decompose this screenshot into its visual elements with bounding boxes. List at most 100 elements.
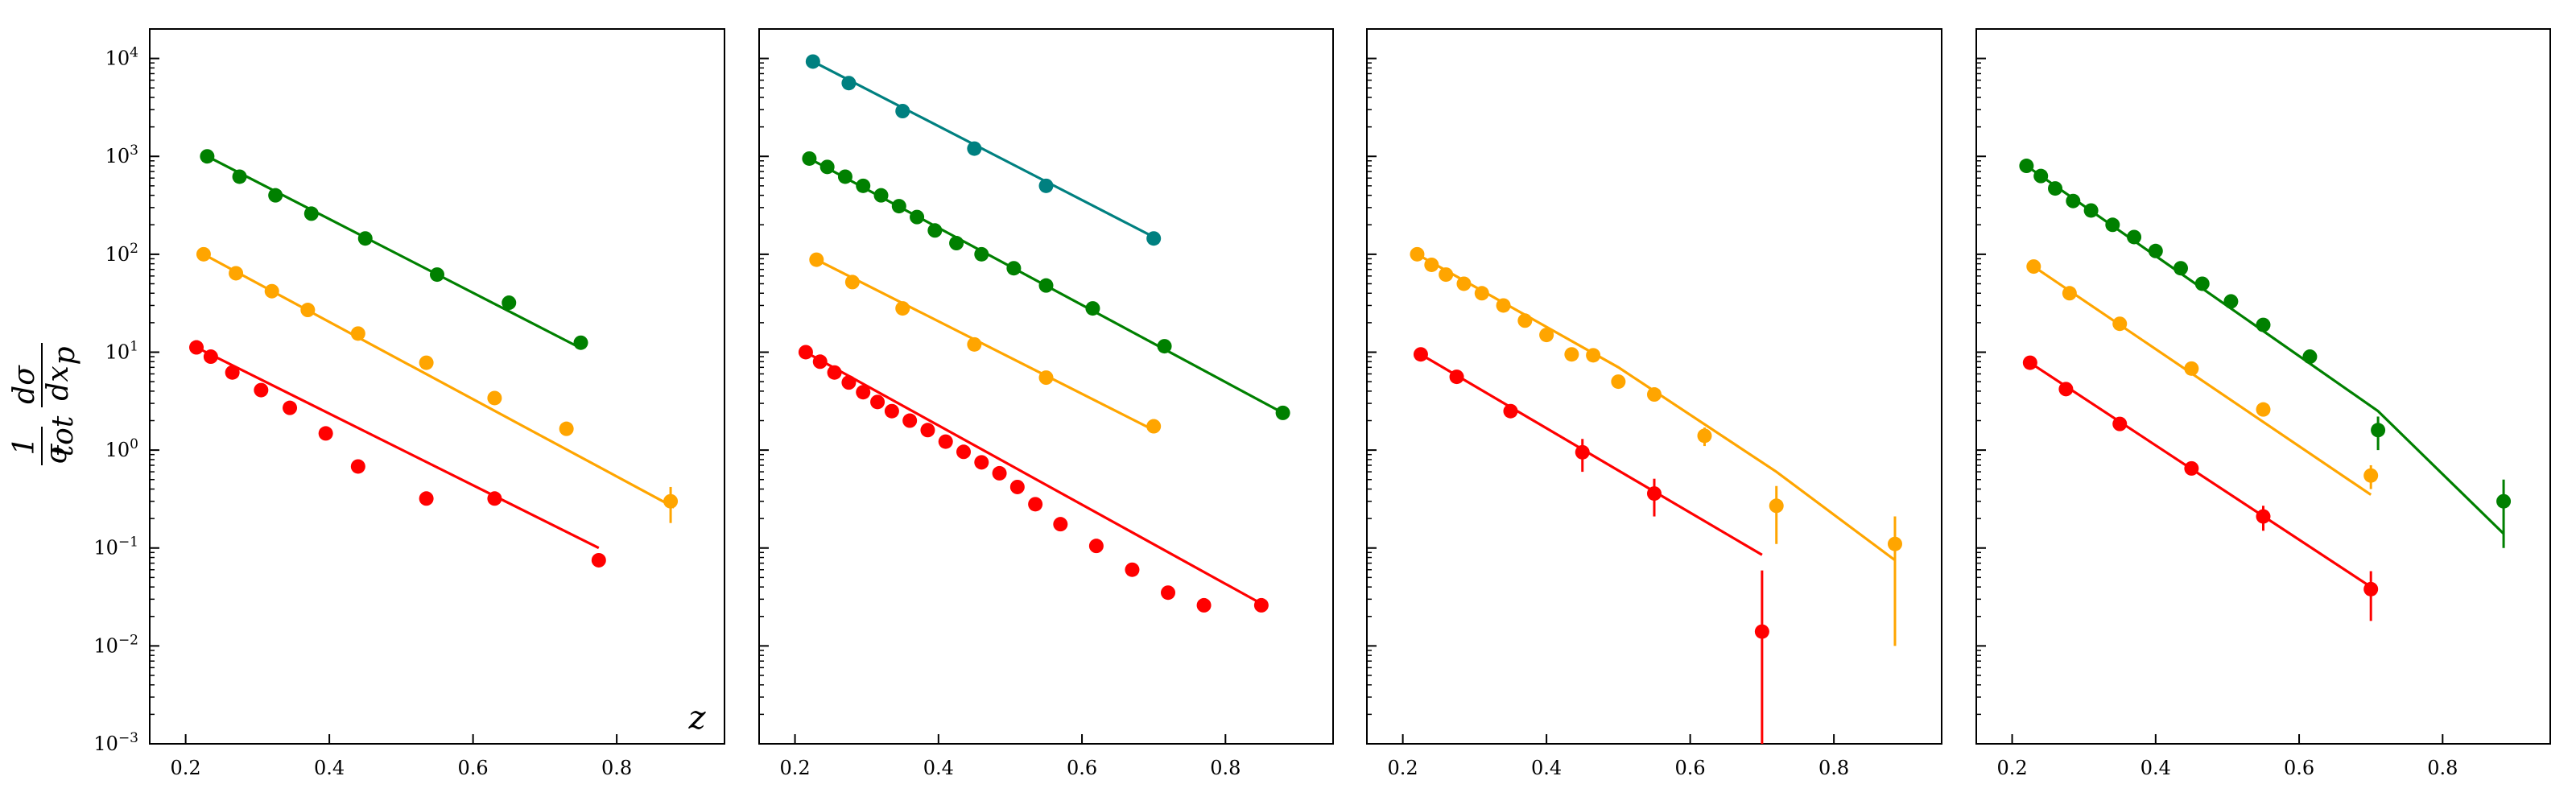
data-point-green [856,178,871,193]
panel-2: 0.2 0.4 0.6 0.8 [758,28,1334,779]
panel-4: 0.2 0.4 0.6 0.8 [1975,28,2551,779]
data-point-green [2083,203,2099,218]
data-point-red [827,365,842,380]
data-point-green [974,246,989,262]
data-point-orange [2256,402,2271,417]
y-tick-label: 101 [105,338,138,363]
data-point-green [2223,294,2239,309]
fit-line-red [805,351,1262,605]
data-point-green [910,209,925,225]
data-point-red [1053,517,1068,532]
data-point-orange [1146,419,1162,434]
data-point-orange [419,355,434,370]
data-point-orange [2184,361,2199,376]
data-point-orange [1439,267,1454,283]
data-point-orange [2363,468,2379,483]
data-point-red [1503,403,1518,419]
data-point-orange [663,493,679,509]
data-point-orange [1769,498,1784,514]
fit-line-orange [815,258,1154,431]
y-axis-label-num: 1 [8,437,41,456]
data-point-green [2066,193,2081,208]
data-point-orange [809,252,824,267]
data-point-green [1085,301,1100,316]
data-point-green [357,231,373,246]
y-axis-label-sub: tot [47,415,80,456]
data-point-green [802,151,817,166]
data-point-orange [264,283,279,299]
data-point-red [2022,355,2037,370]
data-point-orange [2112,316,2128,332]
data-point-green [2019,159,2034,174]
x-tick-label: 0.8 [1818,757,1849,779]
data-point-green [2194,276,2210,291]
x-tick-label: 0.6 [1675,757,1706,779]
data-point-green [2048,181,2063,196]
data-point-red [1125,562,1140,577]
panel-1: 10−3 10−2 10−1 100 101 102 103 104 0.2 0.4 0.6 0.8 [93,28,725,779]
data-point-red [283,400,298,415]
y-tick-label: 100 [105,436,138,461]
y-tick-label: 102 [105,241,138,266]
data-point-green [2256,317,2271,332]
data-point-teal [805,54,820,69]
data-point-green [1006,261,1022,276]
x-tick-label: 0.6 [458,757,489,779]
x-tick-label: 0.2 [171,757,201,779]
data-point-red [2184,460,2199,476]
data-point-red [1253,597,1269,613]
data-point-green [573,335,588,350]
data-point-green [891,199,906,214]
data-point-red [956,444,972,460]
data-point-red [591,552,606,568]
data-point-red [974,455,989,470]
data-point-orange [229,266,244,281]
data-point-red [2363,581,2379,597]
data-point-orange [1517,313,1533,328]
data-point-red [1161,585,1176,601]
data-point-red [920,423,935,438]
data-point-green [819,159,835,175]
x-tick-label: 0.6 [1067,757,1097,779]
data-point-orange [1564,347,1579,362]
data-point-orange [487,390,502,406]
x-axis-label: z [687,700,706,737]
data-point-orange [1647,387,1662,402]
fit-line-red [2029,361,2372,588]
data-point-orange [1887,536,1902,551]
data-point-orange [559,421,574,436]
data-point-green [2105,217,2120,233]
fit-line-orange [203,253,675,509]
data-point-red [1754,624,1769,639]
data-point-orange [1456,276,1472,291]
data-point-green [303,206,319,221]
data-point-orange [350,326,365,341]
data-point-red [2112,416,2128,431]
data-point-red [1196,597,1212,613]
data-point-red [1647,486,1662,502]
data-point-orange [1424,257,1439,272]
data-point-orange [300,303,316,318]
data-point-orange [196,246,211,262]
data-point-red [1028,497,1043,512]
data-point-red [487,491,502,506]
plot-frame [1975,28,2551,745]
fit-line-orange [1416,253,1896,562]
data-point-orange [1539,328,1554,343]
data-point-green [2371,423,2386,438]
data-point-orange [2062,286,2077,301]
x-tick-label: 0.4 [923,757,954,779]
x-tick-label: 0.4 [314,757,345,779]
y-axis-label: 1 σ tot dσ dx p [8,343,81,465]
data-point-red [1413,347,1428,362]
data-point-red [798,345,813,360]
data-point-red [225,365,240,380]
fit-line-orange [2033,265,2372,496]
data-point-red [1088,539,1104,554]
data-point-red [992,465,1007,481]
fit-line-teal [812,60,1154,238]
data-point-orange [1474,286,1489,301]
data-point-green [1157,339,1172,354]
x-tick-label: 0.2 [1388,757,1418,779]
